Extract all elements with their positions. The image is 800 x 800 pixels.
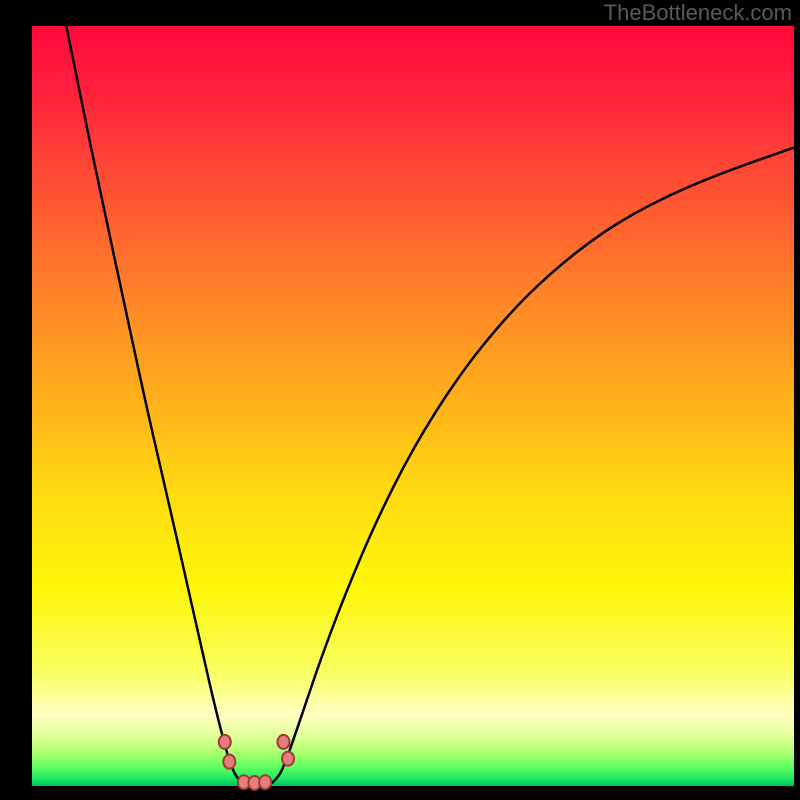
curve-right-branch — [272, 148, 794, 783]
marker-bead — [259, 775, 271, 789]
source-watermark: TheBottleneck.com — [604, 0, 792, 26]
marker-bead — [219, 735, 231, 749]
marker-bead — [277, 735, 289, 749]
marker-bead — [282, 752, 294, 766]
bottleneck-chart: TheBottleneck.com — [0, 0, 800, 800]
curve-left-branch — [66, 26, 242, 783]
marker-group-bottom-cluster — [238, 775, 271, 790]
marker-bead — [223, 755, 235, 769]
plot-area — [32, 26, 794, 786]
marker-group-right-pair — [277, 735, 294, 766]
curve-layer — [32, 26, 794, 786]
